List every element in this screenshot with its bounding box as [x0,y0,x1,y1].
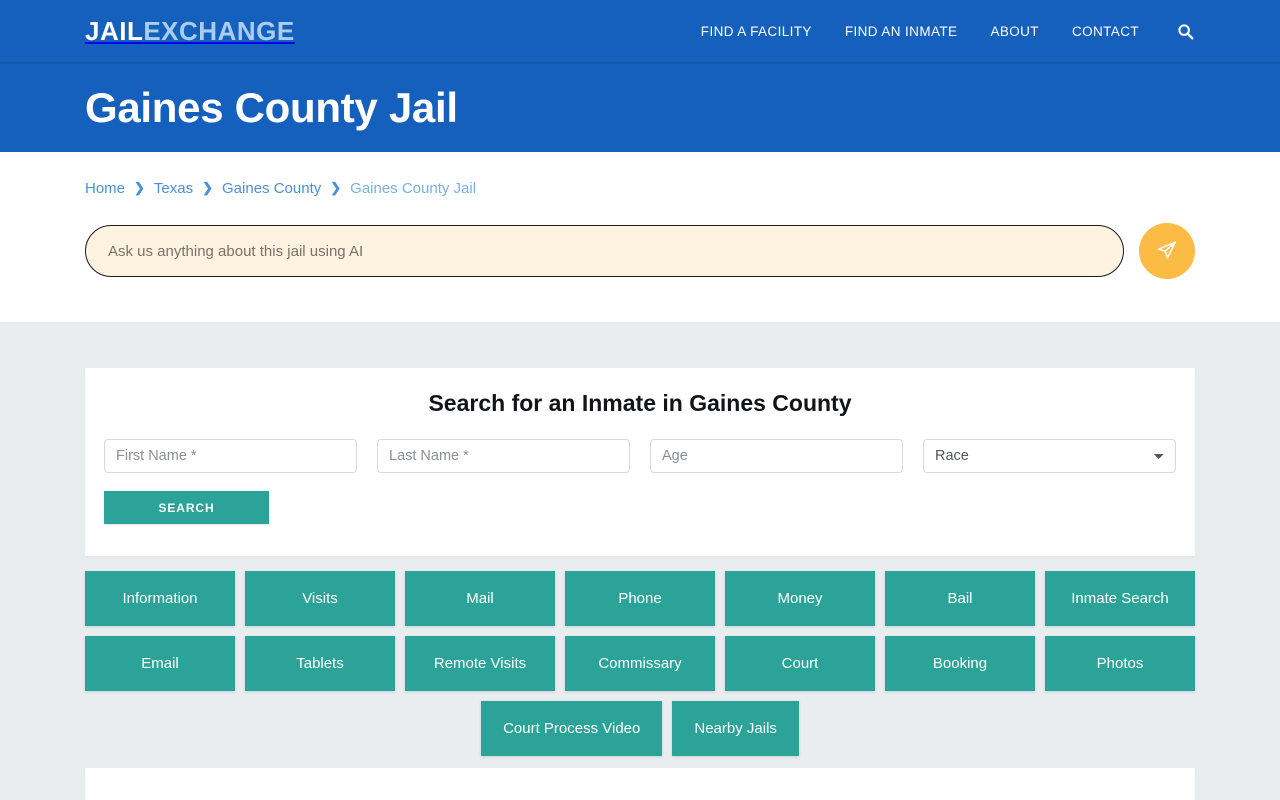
breadcrumb-item-gaines-county[interactable]: Gaines County [222,180,322,197]
first-name-input[interactable] [104,439,357,473]
breadcrumb-item-texas[interactable]: Texas [153,180,194,197]
ai-send-button[interactable] [1139,223,1195,279]
search-icon[interactable] [1175,21,1195,41]
tab-information[interactable]: Information [85,571,235,626]
tab-mail[interactable]: Mail [405,571,555,626]
content-panel [85,768,1195,800]
site-header: JAILEXCHANGE FIND A FACILITY FIND AN INM… [0,0,1280,64]
tab-remote-visits[interactable]: Remote Visits [405,636,555,691]
chevron-right-icon: ❯ [134,180,145,195]
send-paper-plane-icon [1156,239,1178,264]
page-title-banner: Gaines County Jail [0,64,1280,152]
tab-court[interactable]: Court [725,636,875,691]
nav-item-find-an-inmate[interactable]: FIND AN INMATE [844,23,958,39]
section-tab-grid: Information Visits Mail Phone Money Bail… [85,571,1195,756]
page-title: Gaines County Jail [85,84,458,131]
tab-inmate-search[interactable]: Inmate Search [1045,571,1195,626]
tab-row-3: Court Process Video Nearby Jails [85,701,1195,756]
last-name-input[interactable] [377,439,630,473]
tab-bail[interactable]: Bail [885,571,1035,626]
nav-item-about[interactable]: ABOUT [990,23,1039,39]
tab-photos[interactable]: Photos [1045,636,1195,691]
inmate-search-form: Race [103,439,1177,473]
age-input[interactable] [650,439,903,473]
breadcrumb-and-ai-section: Home ❯ Texas ❯ Gaines County ❯ Gaines Co… [0,152,1280,322]
ai-search-row [85,223,1195,279]
tab-row-1: Information Visits Mail Phone Money Bail… [85,571,1195,626]
breadcrumb-item-current: Gaines County Jail [350,180,477,197]
race-select[interactable]: Race [923,439,1176,473]
tab-court-process-video[interactable]: Court Process Video [481,701,663,756]
main-content: Search for an Inmate in Gaines County Ra… [0,322,1280,800]
tab-visits[interactable]: Visits [245,571,395,626]
inmate-search-submit-button[interactable]: SEARCH [104,491,269,524]
breadcrumb: Home ❯ Texas ❯ Gaines County ❯ Gaines Co… [0,152,1280,197]
nav-item-find-a-facility[interactable]: FIND A FACILITY [700,23,812,39]
breadcrumb-item-home[interactable]: Home [85,180,126,197]
tab-money[interactable]: Money [725,571,875,626]
main-navigation: FIND A FACILITY FIND AN INMATE ABOUT CON… [701,21,1195,41]
content-container: Search for an Inmate in Gaines County Ra… [85,368,1195,800]
tab-nearby-jails[interactable]: Nearby Jails [672,701,799,756]
tab-tablets[interactable]: Tablets [245,636,395,691]
inmate-search-card: Search for an Inmate in Gaines County Ra… [85,368,1195,556]
logo-text-exchange: EXCHANGE [143,16,295,46]
tab-booking[interactable]: Booking [885,636,1035,691]
chevron-right-icon: ❯ [202,180,214,195]
tab-phone[interactable]: Phone [565,571,715,626]
chevron-right-icon: ❯ [330,180,342,195]
ai-search-input[interactable] [85,225,1124,277]
site-logo[interactable]: JAILEXCHANGE [85,18,295,44]
inmate-search-title: Search for an Inmate in Gaines County [428,390,852,416]
logo-text-jail: JAIL [85,16,144,46]
tab-commissary[interactable]: Commissary [565,636,715,691]
tab-email[interactable]: Email [85,636,235,691]
nav-item-contact[interactable]: CONTACT [1071,23,1139,39]
tab-row-2: Email Tablets Remote Visits Commissary C… [85,636,1195,691]
